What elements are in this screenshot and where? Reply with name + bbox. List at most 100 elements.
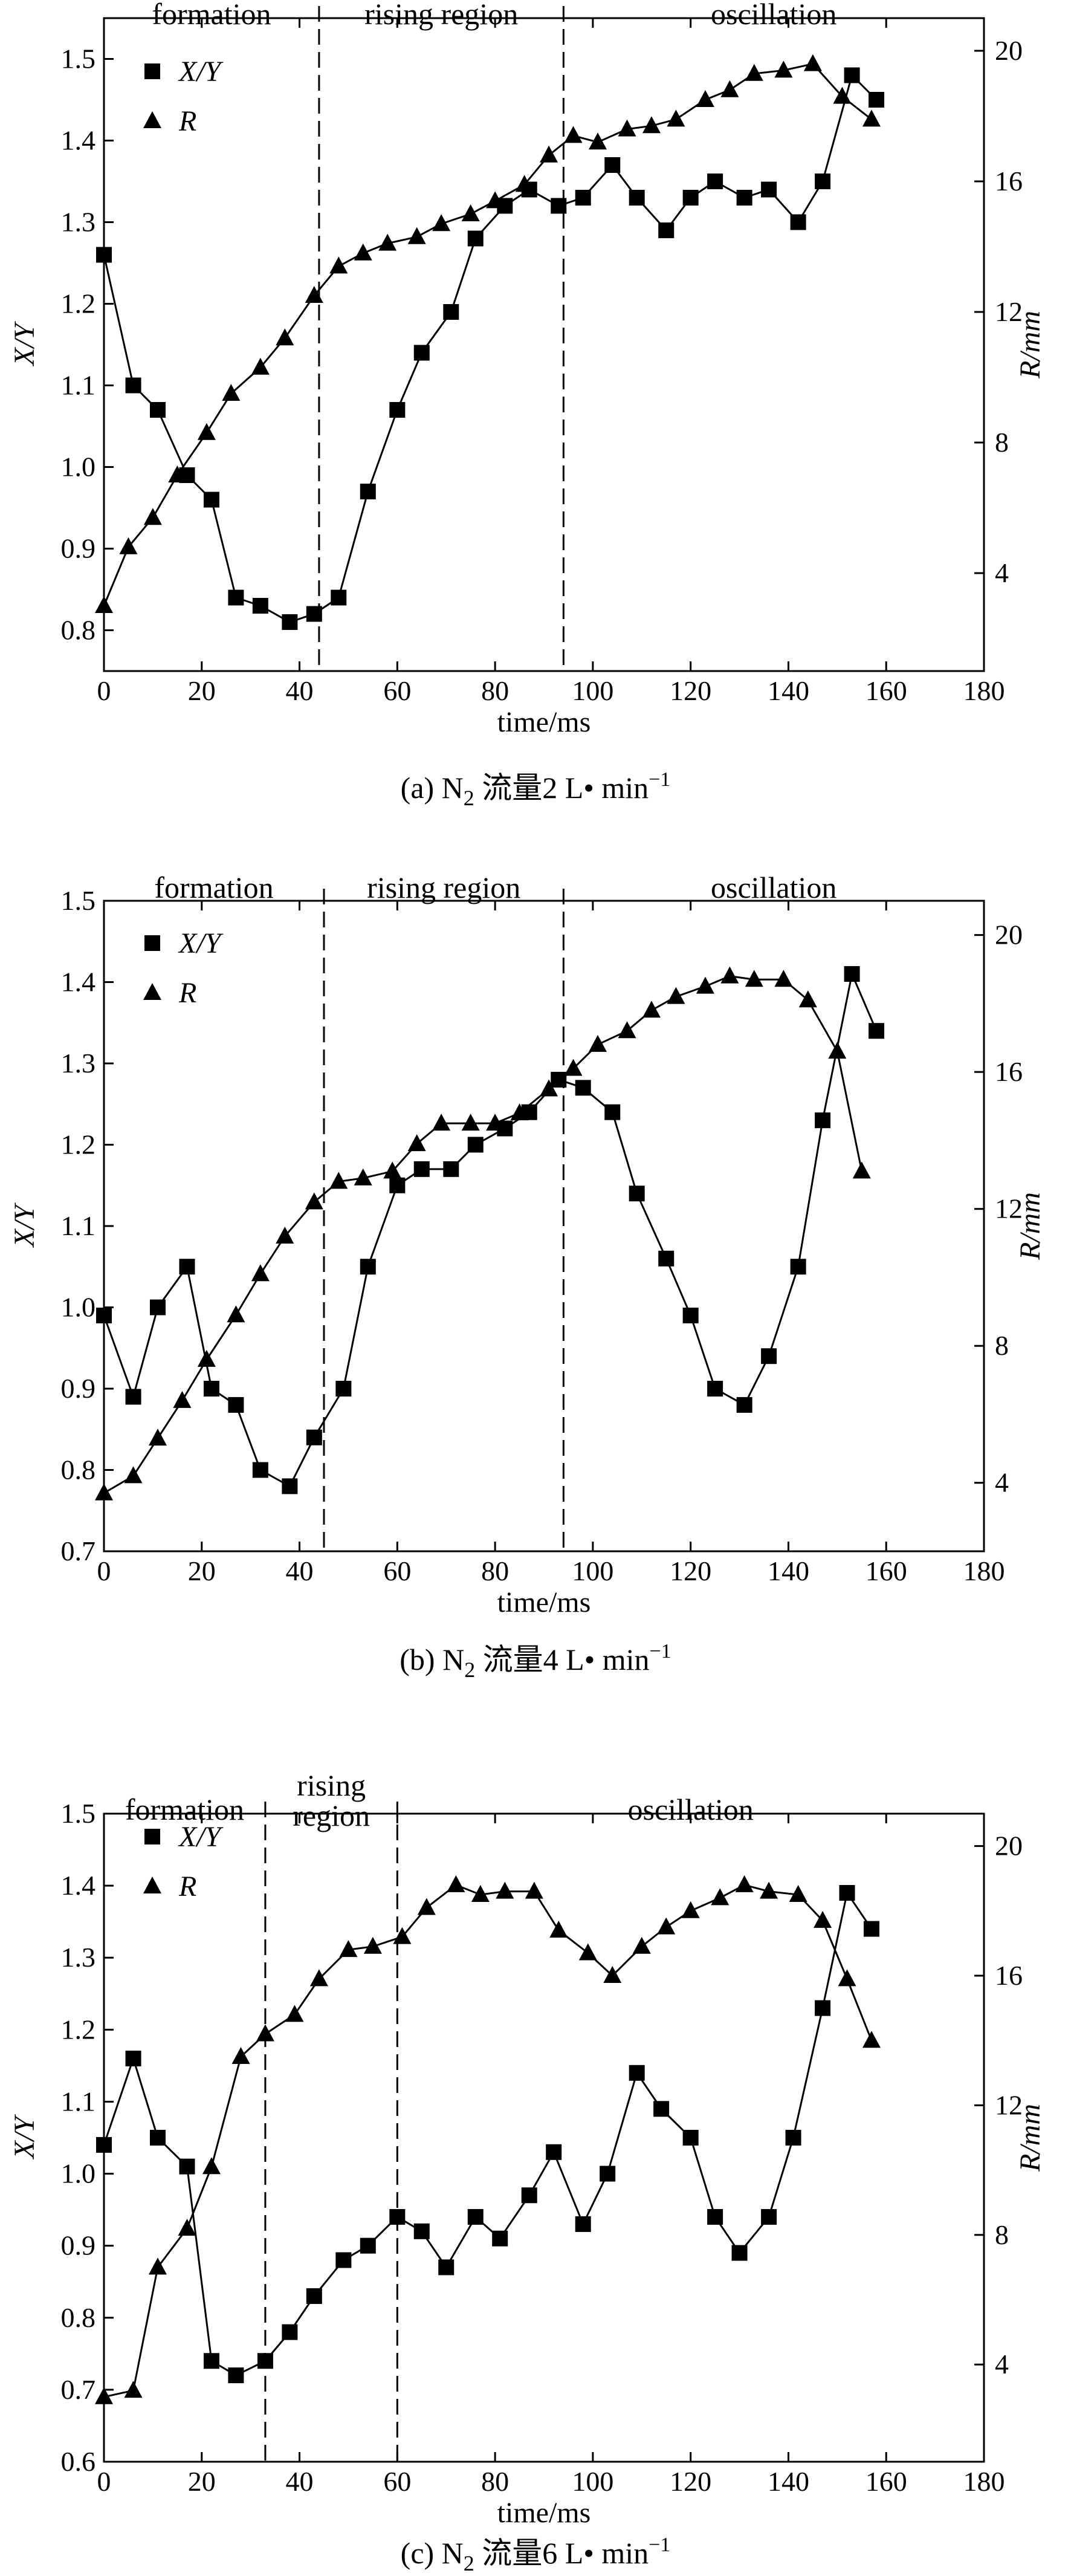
caption-prefix: (a) N (401, 771, 464, 805)
data-point-square (335, 2252, 352, 2268)
y-tick-label: 1.0 (61, 1292, 96, 1323)
data-point-square (360, 1259, 376, 1275)
data-point-triangle (720, 80, 739, 97)
y-tick-label: 1.3 (61, 1048, 96, 1079)
data-point-triangle (383, 1161, 402, 1179)
data-point-square (844, 966, 860, 982)
data-point-square (125, 377, 141, 394)
x-tick-label: 100 (572, 1556, 613, 1586)
data-point-triangle (588, 132, 607, 150)
data-point-square (438, 2259, 455, 2276)
y-axis-title: X/Y (8, 2114, 40, 2160)
data-point-square (467, 230, 484, 247)
y2-tick-label: 16 (995, 1056, 1023, 1087)
data-point-square (629, 1186, 645, 1202)
region-label: rising region (367, 871, 520, 904)
data-point-triangle (681, 1901, 700, 1918)
data-point-triangle (642, 1001, 661, 1018)
data-point-square (658, 1250, 675, 1267)
data-point-square (869, 92, 885, 108)
y2-tick-label: 8 (995, 427, 1009, 458)
y-axis-title: X/Y (8, 1202, 40, 1248)
data-point-square (790, 214, 806, 230)
data-point-square (658, 222, 675, 238)
data-point-triangle (417, 1898, 436, 1915)
data-point-triangle (378, 233, 397, 251)
x-tick-label: 80 (481, 2466, 509, 2497)
data-point-square (492, 2230, 508, 2247)
data-point-square (653, 2101, 670, 2117)
data-point-triangle (618, 119, 636, 137)
data-point-triangle (95, 2387, 113, 2404)
data-point-square (815, 1112, 831, 1129)
y2-axis-title: R/mm (1014, 1192, 1046, 1260)
data-point-triangle (838, 1969, 856, 1987)
y-tick-label: 1.0 (61, 452, 96, 482)
data-point-square (228, 589, 244, 606)
y-tick-label: 1.5 (61, 1798, 96, 1829)
data-point-triangle (540, 1079, 558, 1097)
y-axis-title: X/Y (8, 321, 40, 367)
data-point-triangle (642, 116, 661, 134)
data-point-triangle (471, 1885, 490, 1902)
data-point-triangle (774, 60, 793, 78)
data-point-triangle (564, 1059, 583, 1076)
data-point-square (575, 1080, 591, 1096)
x-tick-label: 160 (866, 1556, 907, 1586)
caption-sub: 2 (464, 1658, 475, 1682)
data-point-triangle (227, 1305, 245, 1323)
data-point-square (629, 190, 645, 206)
data-point-square (360, 484, 376, 499)
data-point-triangle (124, 2381, 143, 2398)
data-point-square (731, 2245, 748, 2261)
data-point-triangle (197, 423, 216, 440)
x-tick-label: 60 (383, 675, 411, 706)
data-point-triangle (407, 1134, 426, 1152)
data-point-triangle (496, 1881, 514, 1899)
data-point-square (682, 1307, 699, 1323)
data-point-triangle (525, 1881, 543, 1899)
caption-sup: −1 (649, 2534, 670, 2556)
data-point-triangle (833, 86, 852, 104)
caption-sup: −1 (650, 1640, 671, 1663)
data-point-square (149, 402, 166, 418)
plot-frame (103, 1812, 985, 2463)
data-point-triangle (329, 256, 348, 274)
caption-rest: 流量4 L• min (475, 1643, 649, 1676)
data-point-square (96, 247, 112, 263)
y-tick-label: 0.9 (61, 2230, 96, 2261)
data-point-triangle (461, 1114, 480, 1131)
x-tick-label: 40 (286, 1556, 314, 1586)
data-point-square (203, 2353, 219, 2369)
x-tick-label: 160 (866, 2466, 907, 2497)
data-point-square (815, 174, 831, 189)
data-point-square (413, 345, 430, 361)
x-tick-label: 120 (670, 2466, 711, 2497)
legend-marker-triangle (143, 111, 161, 128)
data-point-triangle (789, 1885, 807, 1902)
legend-marker-triangle (143, 983, 161, 1000)
data-point-triangle (486, 1114, 505, 1131)
data-point-triangle (696, 976, 714, 994)
caption-sub: 2 (464, 2551, 474, 2575)
data-point-triangle (168, 466, 187, 482)
data-point-triangle (461, 204, 480, 221)
data-point-square (761, 181, 777, 198)
data-point-square (228, 2367, 244, 2384)
data-point-triangle (798, 990, 817, 1008)
data-point-triangle (657, 1917, 676, 1935)
y2-tick-label: 20 (995, 1831, 1023, 1861)
legend-label: R (178, 105, 196, 137)
y-tick-label: 0.9 (61, 1373, 96, 1404)
data-point-triangle (339, 1940, 358, 1958)
data-point-square (96, 1307, 112, 1323)
data-point-triangle (231, 2047, 250, 2064)
data-point-square (869, 1023, 885, 1039)
x-tick-label: 100 (572, 2466, 613, 2497)
series-line-square (103, 1890, 873, 2376)
data-point-square (604, 157, 621, 173)
data-point-triangle (309, 1969, 328, 1987)
data-point-square (149, 1299, 166, 1316)
series-line-square (103, 73, 878, 623)
data-point-triangle (510, 1103, 529, 1121)
